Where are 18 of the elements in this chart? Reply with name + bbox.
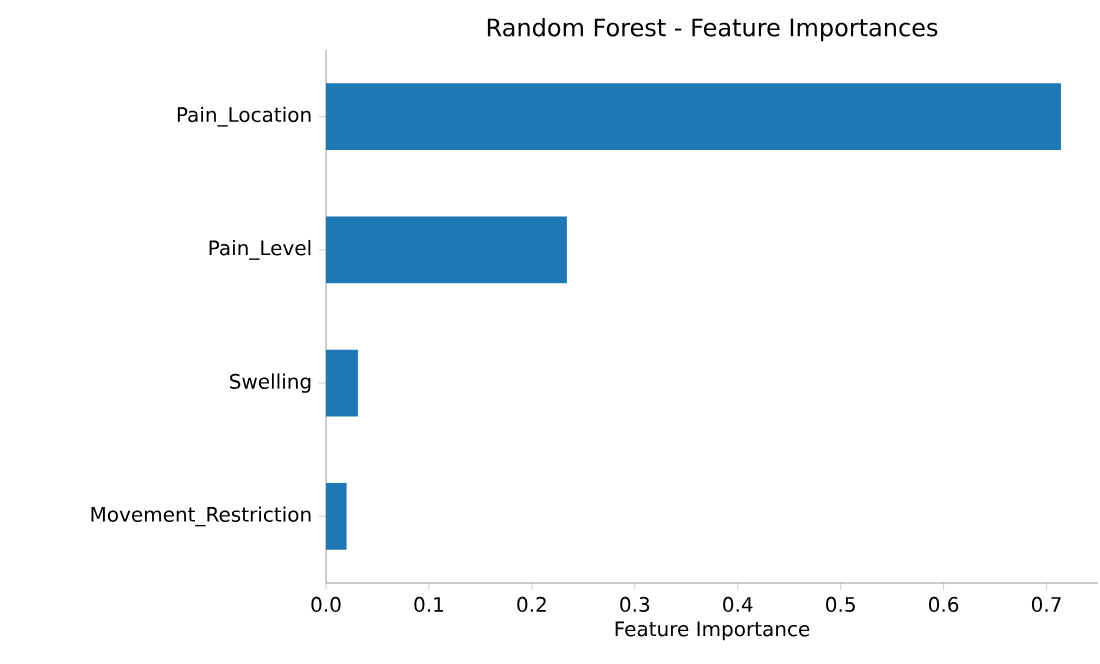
bar bbox=[326, 483, 347, 550]
x-tick-label: 0.7 bbox=[1031, 596, 1061, 612]
x-tick-label: 0.4 bbox=[723, 596, 753, 612]
y-tick-label: Pain_Location bbox=[177, 106, 311, 127]
x-tick-label: 0.3 bbox=[620, 596, 650, 612]
chart-title: Random Forest - Feature Importances bbox=[487, 17, 938, 42]
x-tick-label: 0.6 bbox=[929, 596, 959, 612]
y-tick-label: Movement_Restriction bbox=[91, 506, 311, 527]
bar bbox=[326, 83, 1061, 150]
x-axis-title: Feature Importance bbox=[615, 621, 810, 641]
x-tick-label: 0.2 bbox=[517, 596, 546, 612]
x-tick-label: 0.1 bbox=[414, 596, 443, 612]
bar bbox=[326, 349, 358, 417]
x-tick-label: 0.5 bbox=[826, 596, 855, 612]
bar bbox=[326, 216, 567, 284]
y-tick-label: Pain_Level bbox=[209, 239, 311, 260]
x-tick-label: 0.0 bbox=[311, 596, 341, 612]
y-tick-label: Swelling bbox=[230, 373, 311, 393]
